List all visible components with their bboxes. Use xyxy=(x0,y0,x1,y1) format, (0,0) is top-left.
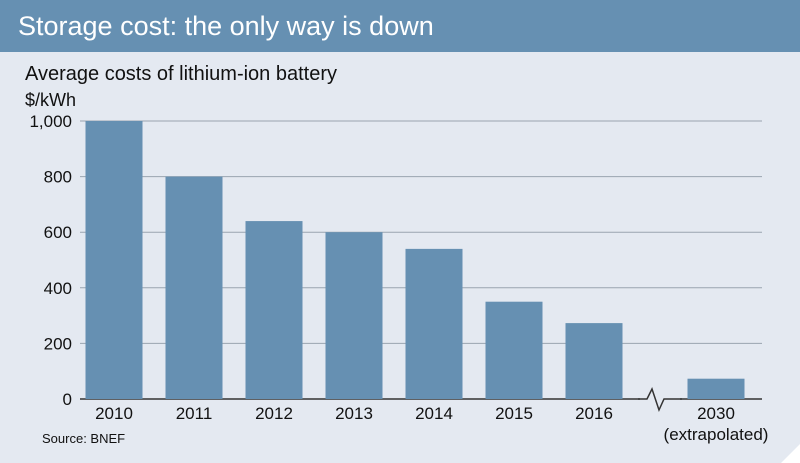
y-tick-label: 800 xyxy=(44,168,72,187)
source-note: Source: BNEF xyxy=(42,431,126,446)
chart-title: Average costs of lithium-ion battery xyxy=(25,63,338,85)
y-tick-label: 200 xyxy=(44,334,72,353)
axis-break-zigzag xyxy=(638,387,682,413)
x-tick-label: 2012 xyxy=(255,404,293,423)
bar-2014 xyxy=(405,248,463,399)
x-tick-note: (extrapolated) xyxy=(664,425,769,444)
bar-2010 xyxy=(85,121,143,399)
bar-2030 xyxy=(687,378,745,399)
bar-2015 xyxy=(485,301,543,399)
header-banner: Storage cost: the only way is down xyxy=(0,0,800,52)
x-tick-label: 2030 xyxy=(697,404,735,423)
y-axis-unit-label: $/kWh xyxy=(25,90,77,110)
x-tick-label: 2014 xyxy=(415,404,453,423)
x-tick-label: 2010 xyxy=(95,404,133,423)
x-tick-label: 2013 xyxy=(335,404,373,423)
axis-break xyxy=(638,387,682,413)
bar-2016 xyxy=(565,323,623,399)
bar-2012 xyxy=(245,221,303,399)
y-tick-label: 1,000 xyxy=(29,112,72,131)
axis-break-gap xyxy=(640,392,680,408)
bar-2013 xyxy=(325,232,383,399)
y-tick-label: 0 xyxy=(63,390,72,409)
x-tick-label: 2015 xyxy=(495,404,533,423)
x-tick-label: 2016 xyxy=(575,404,613,423)
bar-2011 xyxy=(165,176,223,399)
header-title: Storage cost: the only way is down xyxy=(18,11,434,41)
y-axis-ticks: 0 200 400 600 800 1,000 xyxy=(29,112,72,409)
x-axis-ticks: 2010 2011 2012 2013 2014 2015 2016 2030 (extrapo… xyxy=(95,404,768,444)
y-tick-label: 400 xyxy=(44,279,72,298)
x-tick-label: 2011 xyxy=(176,404,213,423)
y-tick-label: 600 xyxy=(44,223,72,242)
bars xyxy=(85,121,745,399)
